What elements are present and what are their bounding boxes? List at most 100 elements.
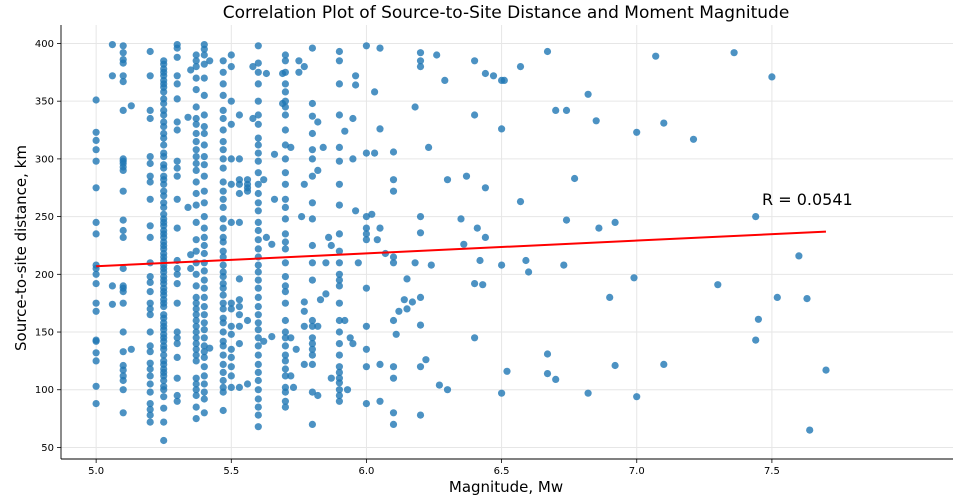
data-point — [219, 360, 227, 368]
data-point — [281, 111, 289, 119]
data-point — [416, 321, 425, 329]
data-point — [254, 111, 262, 119]
data-point — [335, 391, 343, 400]
data-point — [192, 236, 200, 244]
data-point — [525, 268, 533, 276]
data-point — [200, 409, 208, 417]
data-point — [160, 199, 168, 207]
data-point — [322, 290, 330, 298]
data-point — [235, 275, 243, 283]
data-point — [335, 374, 343, 382]
data-point — [403, 305, 411, 313]
data-point — [192, 415, 200, 423]
data-point — [192, 159, 200, 168]
data-point — [227, 180, 235, 188]
data-point — [389, 363, 398, 371]
data-point — [192, 299, 200, 307]
data-point — [335, 180, 343, 188]
data-point — [260, 337, 268, 345]
data-point — [243, 380, 252, 388]
data-point — [192, 357, 200, 365]
data-point — [254, 42, 262, 50]
data-point — [146, 195, 154, 203]
data-point — [611, 218, 619, 226]
data-point — [192, 218, 200, 226]
data-point — [200, 41, 208, 49]
data-point — [200, 388, 208, 396]
data-point — [92, 96, 100, 104]
data-point — [127, 102, 135, 110]
data-point — [633, 393, 641, 401]
data-point — [119, 409, 127, 417]
data-point — [200, 129, 208, 138]
data-point — [192, 316, 200, 325]
data-point — [281, 328, 289, 336]
data-point — [219, 155, 227, 163]
data-point — [192, 74, 200, 82]
data-point — [119, 299, 127, 307]
data-point — [200, 303, 208, 311]
data-point — [471, 57, 479, 65]
data-point — [473, 224, 481, 232]
data-point — [362, 363, 370, 371]
data-point — [254, 180, 262, 188]
data-point — [254, 97, 262, 105]
data-point — [287, 334, 295, 342]
data-point — [108, 41, 116, 49]
data-point — [227, 63, 235, 71]
data-point — [200, 153, 208, 161]
data-point — [362, 149, 370, 157]
data-point — [562, 106, 571, 114]
data-point — [219, 114, 227, 123]
data-point — [498, 261, 506, 269]
data-point — [254, 245, 262, 253]
data-point — [119, 216, 127, 224]
data-point — [522, 256, 530, 265]
data-point — [389, 374, 398, 382]
data-point — [300, 180, 308, 188]
data-point — [173, 374, 181, 382]
data-point — [395, 307, 403, 315]
data-point — [254, 268, 262, 276]
data-point — [192, 391, 200, 400]
data-point — [427, 261, 435, 269]
data-point — [362, 400, 370, 408]
data-point — [219, 406, 227, 415]
data-point — [92, 157, 100, 165]
data-point — [411, 103, 419, 111]
data-point — [389, 253, 398, 261]
data-point — [254, 59, 262, 67]
data-point — [308, 388, 316, 396]
data-point — [254, 157, 262, 165]
data-point — [243, 316, 252, 325]
data-point — [219, 187, 227, 195]
data-point — [552, 106, 560, 114]
data-point — [146, 342, 154, 350]
data-point — [219, 383, 227, 391]
data-point — [773, 293, 781, 301]
data-point — [335, 351, 343, 359]
data-point — [160, 57, 168, 65]
data-point — [327, 374, 335, 382]
data-point — [206, 344, 214, 352]
data-point — [281, 372, 289, 380]
data-point — [308, 360, 316, 368]
data-point — [335, 282, 343, 290]
data-point — [146, 328, 154, 336]
data-point — [173, 80, 181, 88]
y-tick-label: 100 — [35, 385, 54, 396]
data-point — [425, 143, 433, 151]
data-point — [249, 114, 257, 123]
data-point — [806, 426, 814, 434]
data-point — [281, 282, 289, 290]
data-point — [108, 282, 116, 290]
data-point — [403, 275, 411, 283]
data-point — [249, 63, 257, 71]
data-point — [219, 314, 227, 322]
data-point — [281, 215, 289, 223]
data-point — [219, 280, 227, 288]
data-point — [160, 149, 168, 157]
data-point — [192, 114, 200, 123]
data-point — [343, 386, 352, 394]
data-point — [119, 348, 127, 356]
